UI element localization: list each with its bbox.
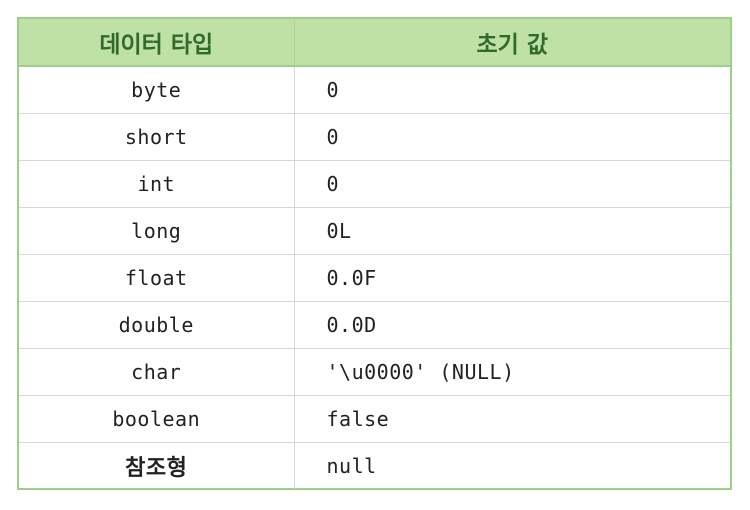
value-cell: 0 [294,160,730,208]
type-cell: float [19,254,295,302]
type-cell: long [19,207,295,255]
table-body: byte 0 short 0 int 0 long 0L float 0.0F … [19,66,730,489]
value-cell: 0.0D [294,301,730,349]
value-cell: 0L [294,207,730,255]
table-row: char '\u0000' (NULL) [19,348,730,396]
table-row: int 0 [19,160,730,208]
type-cell: boolean [19,395,295,443]
value-cell: false [294,395,730,443]
table-row: short 0 [19,113,730,161]
value-cell: 0 [326,78,340,102]
type-cell: char [19,348,295,396]
header-initial-value: 초기 값 [294,19,730,67]
type-cell: short [19,113,295,161]
header-row: 데이터 타입 초기 값 [19,19,730,67]
value-cell: null [294,442,730,489]
table-row: boolean false [19,395,730,443]
table-row: float 0.0F [19,254,730,302]
table-row: 참조형 null [19,442,730,489]
data-type-table: 데이터 타입 초기 값 byte 0 short 0 int 0 long 0L [17,17,732,490]
value-cell: 0 [294,113,730,161]
table-row: long 0L [19,207,730,255]
type-cell: int [19,160,295,208]
table-row: byte 0 [19,66,730,114]
type-cell: double [19,301,295,349]
default-values-table: 데이터 타입 초기 값 byte 0 short 0 int 0 long 0L [19,19,730,489]
table-row: double 0.0D [19,301,730,349]
value-cell: '\u0000' (NULL) [294,348,730,396]
header-data-type: 데이터 타입 [19,19,295,67]
table-header: 데이터 타입 초기 값 [19,19,730,67]
type-cell: byte [19,66,295,114]
value-cell: 0.0F [294,254,730,302]
type-cell: 참조형 [19,442,295,489]
